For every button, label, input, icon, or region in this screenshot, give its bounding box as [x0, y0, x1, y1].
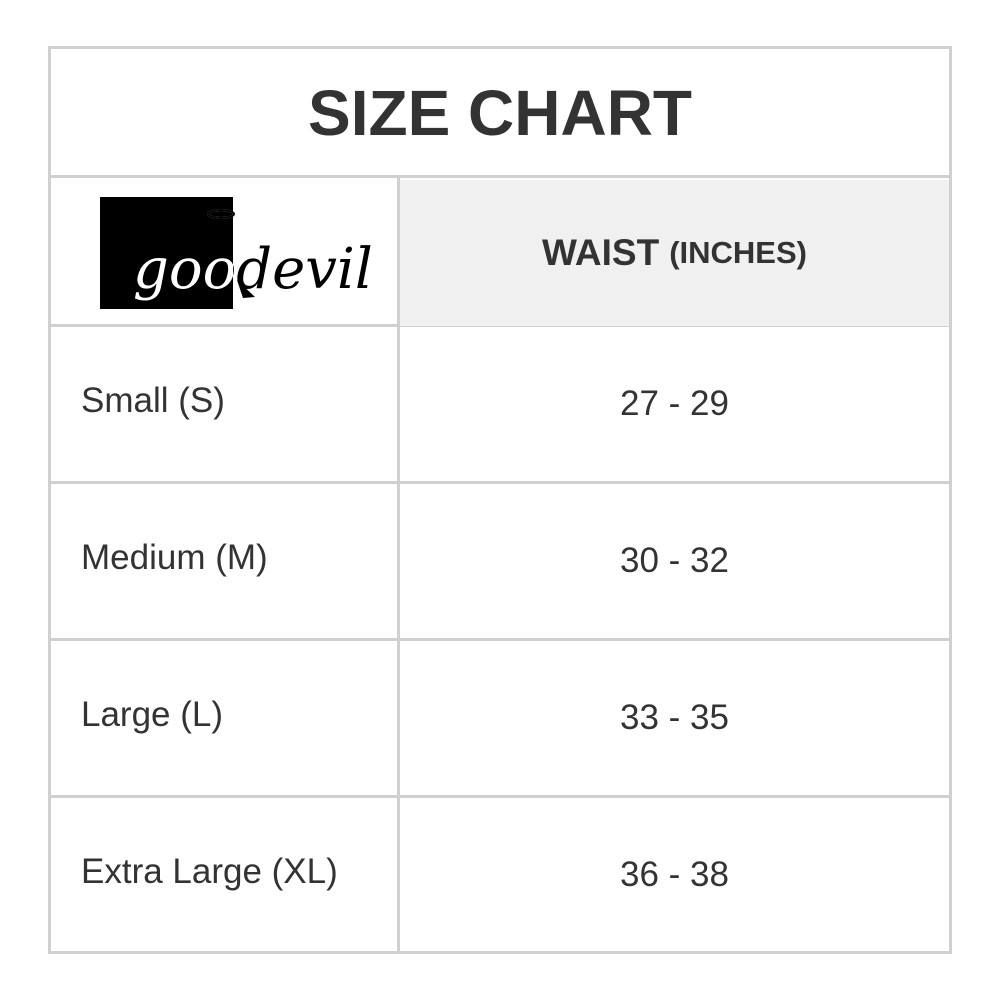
header-label: WAIST: [542, 232, 660, 273]
row-divider: [48, 638, 952, 641]
logo-text: goodevil: [133, 237, 373, 302]
size-name: Medium (M): [81, 538, 268, 577]
logo-text-inverse: goodevil: [133, 237, 373, 302]
size-name: Small (S): [81, 381, 225, 420]
logo-halo-outline: [207, 209, 235, 219]
row-divider: [48, 175, 952, 178]
logo-tail: [237, 280, 255, 298]
waist-range: 27 - 29: [620, 384, 729, 423]
waist-range: 30 - 32: [620, 541, 729, 580]
column-header: WAIST (INCHES): [400, 180, 949, 326]
column-divider: [397, 177, 400, 954]
waist-range: 36 - 38: [620, 855, 729, 894]
table-frame: [48, 46, 952, 954]
row-divider: [48, 795, 952, 798]
header-unit: (INCHES): [669, 235, 807, 270]
size-name: Extra Large (XL): [81, 852, 338, 891]
size-name: Large (L): [81, 695, 224, 734]
title: SIZE CHART: [308, 76, 692, 149]
logo-cell: goodevil goodevil: [51, 180, 397, 326]
logo: goodevil goodevil: [100, 197, 373, 309]
waist-range: 33 - 35: [620, 698, 729, 737]
row-divider: [48, 481, 952, 484]
